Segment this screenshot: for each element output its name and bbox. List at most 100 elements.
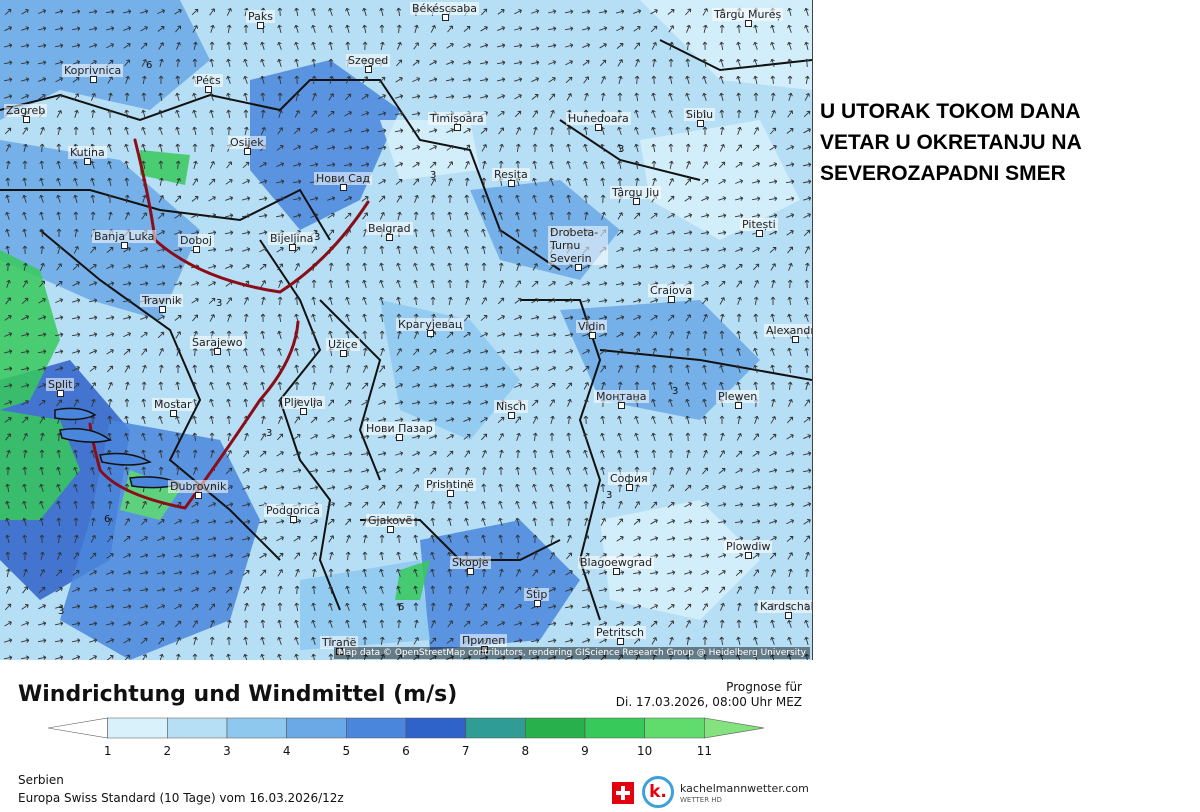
wind-arrow [481,262,487,272]
wind-arrow [225,264,234,269]
wind-arrow [37,655,47,660]
wind-arrow [566,177,571,186]
wind-arrow [617,212,623,220]
wind-arrow [617,59,623,67]
wind-arrow [224,230,234,236]
wind-arrow [430,296,436,306]
wind-arrow [226,653,231,660]
wind-arrow [310,196,319,201]
wind-arrow [447,534,452,543]
wind-arrow [447,620,453,628]
wind-arrow [141,432,146,441]
wind-arrow [259,468,267,474]
wind-arrow [617,449,622,458]
wind-arrow [634,160,640,170]
wind-arrow [445,77,455,82]
scale-segment [525,717,586,739]
wind-arrow [361,382,369,390]
wind-arrow [414,24,419,33]
wind-arrow [719,636,725,646]
wind-arrow [753,313,759,323]
wind-arrow [176,41,181,50]
wind-arrow [292,196,302,201]
wind-arrow [4,621,12,627]
wind-arrow [480,349,489,354]
wind-arrow [278,585,283,594]
wind-arrow [260,330,265,340]
wind-arrow [4,383,13,388]
contour-label: 3 [266,428,273,439]
wind-arrow [719,144,725,152]
wind-arrow [377,128,387,133]
wind-arrow [277,24,282,33]
wind-arrow [786,451,795,456]
wind-arrow [88,604,98,609]
wind-arrow [668,92,673,101]
wind-arrow [395,484,403,492]
wind-arrow [583,143,588,152]
wind-arrow [311,653,316,660]
wind-arrow [226,381,231,390]
wind-arrow [294,619,299,628]
wind-map[interactable]: Paks Békéscsaba Târgu Mureș Koprivnica P… [0,0,813,660]
wind-arrow [55,93,63,101]
wind-arrow [294,296,300,306]
city-label: Gjakovë [366,514,415,533]
forecast-time: Di. 17.03.2026, 08:00 Uhr MEZ [615,695,802,709]
wind-arrow [90,535,96,543]
wind-arrow [328,585,333,595]
wind-arrow [209,398,214,407]
wind-arrow [616,264,625,269]
wind-arrow [226,161,232,169]
wind-arrow [448,602,453,611]
wind-arrow [90,466,95,475]
wind-arrow [139,281,149,287]
wind-arrow [634,126,639,135]
wind-arrow [719,92,724,101]
wind-arrow [294,347,299,356]
wind-arrow [243,330,249,340]
wind-arrow [362,262,368,272]
wind-arrow [497,383,506,388]
wind-arrow [752,468,761,473]
wind-arrow [396,568,401,577]
wind-arrow [156,570,166,576]
wind-arrow [191,213,200,219]
wind-arrow [771,279,776,288]
wind-arrow [430,585,436,595]
wind-arrow [293,127,301,135]
wind-arrow [684,264,693,269]
wind-arrow [684,570,693,575]
wind-arrow [379,24,385,34]
wind-arrow [651,637,657,645]
wind-arrow [192,109,197,118]
wind-arrow [481,144,487,152]
wind-arrow [396,534,402,544]
wind-arrow [224,519,234,524]
wind-arrow [226,364,231,373]
wind-arrow [56,551,62,560]
wind-arrow [787,24,792,33]
wind-arrow [73,211,79,221]
wind-arrow [633,230,641,236]
wind-arrow [293,162,302,167]
country-border [659,39,812,72]
city-label: Нови Пазар [364,422,435,441]
wind-arrow [617,92,623,102]
wind-arrow [583,126,588,136]
contour-label: 3 [672,386,679,397]
wind-arrow [243,619,249,629]
wind-arrow [515,551,521,561]
wind-arrow [21,416,29,424]
wind-arrow [565,655,574,660]
wind-arrow [753,41,758,50]
wind-arrow [650,9,658,15]
city-label: Podgorica [264,504,323,523]
wind-arrow [394,417,404,422]
kachelmannwetter-logo[interactable]: k. kachelmannwetter.com WETTER HD [612,776,809,810]
wind-arrow [378,485,386,491]
wind-arrow [73,399,79,407]
wind-arrow [208,196,216,202]
contour-label: 3 [314,232,321,243]
city-label: Dubrovnik [168,480,229,499]
